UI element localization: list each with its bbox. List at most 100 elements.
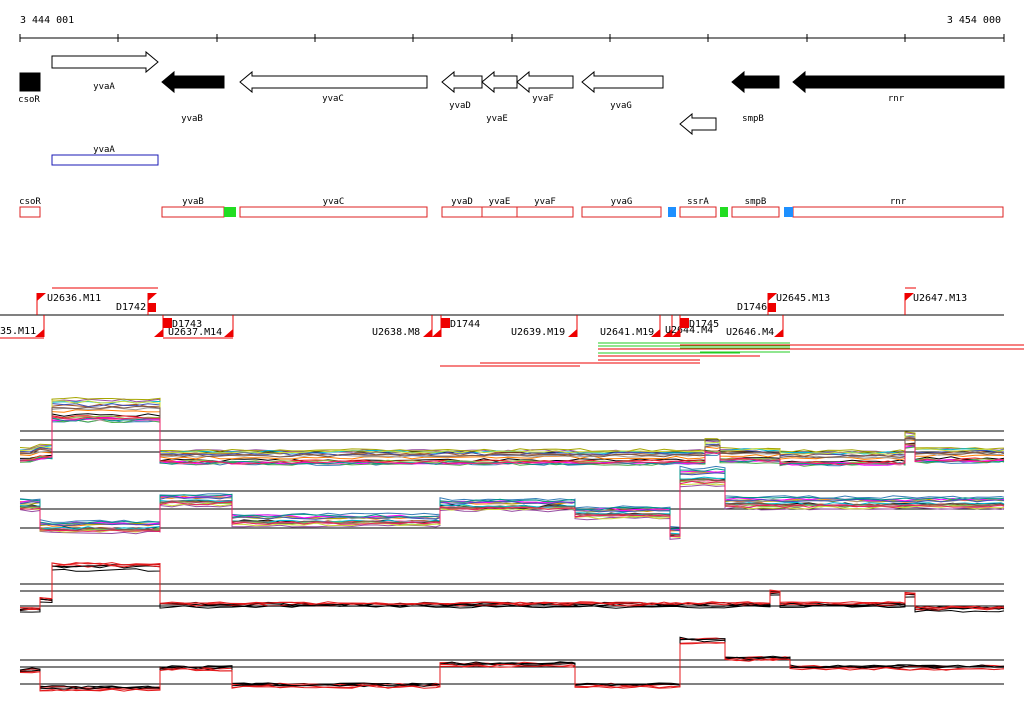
gene-arrow-yvaC[interactable] [239,70,428,94]
expression-panel-forward-multi-condition [19,396,1005,467]
tss-flag [905,293,914,301]
expression-profile [19,396,1005,453]
tss-flag [671,329,680,337]
coord-end: 3 454 000 [947,15,1001,26]
feature-label-ssrA: ssrA [687,197,709,207]
expression-profile [19,562,1005,610]
transcription-start-track: U2636.M11 D1742 D1746 U2645.M13 U2647.M13 35.… [0,287,1004,339]
feature-label-rnr: rnr [890,197,907,207]
expression-panel-reverse-selected [19,636,1005,692]
expression-profile [19,483,1005,538]
feature-label-yvaF: yvaF [534,197,556,207]
feature-box-yvaC[interactable] [239,206,428,218]
gene-arrow-smpB[interactable] [731,70,780,94]
feature-label-csoR: csoR [19,197,41,207]
gene-label-yvaD: yvaD [449,101,471,111]
feature-box-csoR[interactable] [19,206,41,218]
gene-label-yvaF: yvaF [532,94,554,104]
annotation-box[interactable] [51,154,159,166]
expression-profile [19,398,1005,454]
coordinate-ruler: 3 444 001 3 454 000 [19,15,1005,42]
tss-flag [224,329,233,337]
gene-track: yvaA csoR yvaB yvaC yvaD yvaE yvaF yvaG smpB rnr [18,50,1005,136]
gene-label-yvaE: yvaE [486,114,508,124]
expression-profile [19,403,1005,457]
feature-box-smpB[interactable] [731,206,780,218]
feature-box-yvaD[interactable] [441,206,483,218]
feature-label-yvaC: yvaC [323,197,345,207]
expression-profile [19,403,1005,457]
feature-label-yvaB: yvaB [182,197,204,207]
expression-profile [19,416,1005,466]
tss-label-lower: U2644.M4 [665,325,713,336]
tss-label-upper: U2636.M11 [47,293,101,304]
tss-label-lower: D1744 [450,319,480,330]
tss-label-lower: D1745 [689,319,719,330]
expression-profile [19,484,1005,540]
expression-panel-forward-selected [19,562,1005,613]
feature-box-ssrA[interactable] [679,206,717,218]
gene-arrow-yvaF[interactable] [516,70,574,94]
expression-profile [19,472,1005,532]
feature-label-yvaE: yvaE [489,197,511,207]
tss-flag [768,293,777,301]
tss-label-lower: U2637.M14 [168,327,222,338]
coord-start: 3 444 001 [20,15,74,26]
feature-block [224,207,236,217]
expression-profile [19,468,1005,530]
feature-box-yvaE[interactable] [481,206,518,218]
gene-label-csoR: csoR [18,95,40,105]
feature-box-yvaG[interactable] [581,206,662,218]
tss-label-upper: D1742 [116,302,146,313]
tss-flag [663,329,672,337]
gene-label-yvaB: yvaB [181,114,203,124]
tss-flag [568,329,577,337]
tss-label-lower: U2639.M19 [511,327,565,338]
tss-label-lower: U2646.M4 [726,327,774,338]
gene-label-rnr: rnr [888,94,905,104]
annotation-label: yvaA [93,145,115,155]
feature-label-smpB: smpB [745,197,767,207]
tss-label-upper: U2645.M13 [776,293,830,304]
expression-profile [20,562,1005,609]
feature-label-yvaG: yvaG [611,197,633,207]
tss-label-lower: U2641.M19 [600,327,654,338]
gene-arrow-ssrA[interactable] [679,112,717,136]
gene-arrow-yvaD[interactable] [441,70,483,94]
feature-block [668,207,676,217]
annotation-track: yvaA [51,145,159,166]
expression-profile [19,642,1005,692]
tss-flag [148,293,157,301]
gene-label-yvaG: yvaG [610,101,632,111]
gene-arrow-yvaG[interactable] [581,70,664,94]
tss-flag [423,329,432,337]
expression-profile [19,400,1005,455]
tss-flag [154,329,163,337]
tss-label-upper: U2647.M13 [913,293,967,304]
tss-block [768,303,776,312]
feature-block [720,207,728,217]
gene-label-yvaA: yvaA [93,82,115,92]
feature-box-yvaB[interactable] [161,206,225,218]
tss-flag [37,293,46,301]
gene-arrow-yvaB[interactable] [161,70,225,94]
gene-arrow-yvaA[interactable] [51,50,159,74]
gene-arrow-rnr[interactable] [792,70,1005,94]
tss-label-lower: U2638.M8 [372,327,420,338]
read-alignment-track [440,342,1024,367]
expression-profile [19,480,1005,538]
feature-track: csoR yvaB yvaC yvaD yvaE yvaF yvaG ssrA smpB rnr [19,197,1004,218]
tss-flag [651,329,660,337]
expression-panel-reverse-multi-condition [19,465,1005,540]
tss-flag [35,329,44,337]
feature-box-yvaF[interactable] [516,206,574,218]
feature-label-yvaD: yvaD [451,197,473,207]
feature-box-rnr[interactable] [792,206,1004,218]
tss-label-lower: D1743 [172,319,202,330]
expression-panels [19,396,1005,692]
expression-profile [19,400,1005,455]
gene-arrow-csoR[interactable] [19,72,41,92]
tss-block [148,303,156,312]
gene-arrow-yvaE[interactable] [481,70,518,94]
